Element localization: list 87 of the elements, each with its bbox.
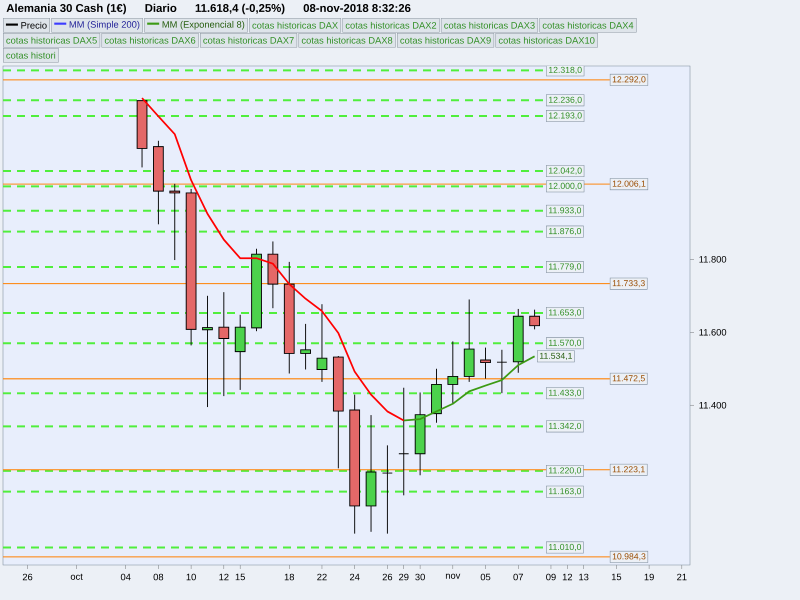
candlestick bbox=[234, 314, 246, 390]
y-tick-label: 11.800 bbox=[699, 256, 726, 263]
candlestick bbox=[332, 356, 344, 469]
ref-line-label: 11.779,0 bbox=[548, 263, 582, 271]
candlestick bbox=[218, 292, 230, 397]
x-tick-label: 30 bbox=[415, 574, 425, 580]
ref-line-label: 12.193,0 bbox=[548, 112, 582, 120]
x-tick-label: 13 bbox=[579, 574, 588, 580]
text: cotas historicas DAX7 bbox=[203, 36, 294, 44]
ref-line-label: 12.000,0 bbox=[548, 182, 582, 190]
candlestick bbox=[529, 309, 540, 330]
ref-line-label: 11.570,0 bbox=[548, 340, 582, 347]
x-tick-label: 12 bbox=[562, 574, 572, 580]
x-tick-label: 07 bbox=[513, 574, 523, 580]
x-tick-label: 15 bbox=[612, 574, 622, 580]
text: cotas historicas DAX4 bbox=[542, 22, 634, 29]
ref-line-label: 12.236,0 bbox=[548, 96, 582, 104]
text: cotas historicas DAX3 bbox=[444, 22, 535, 29]
text: cotas historicas DAX5 bbox=[6, 36, 97, 44]
x-tick-label: 19 bbox=[644, 574, 654, 580]
text: 11.618,4 (-0,25%) bbox=[196, 4, 284, 14]
ref-line-label: 11.342,0 bbox=[548, 422, 582, 430]
x-tick-label: 08 bbox=[154, 574, 164, 580]
line-series bbox=[141, 97, 405, 422]
x-tick-label: 22 bbox=[317, 574, 327, 580]
x-tick-label: 04 bbox=[120, 574, 131, 580]
text: cotas historicas DAX bbox=[252, 22, 338, 29]
text: cotas histori bbox=[6, 52, 56, 59]
x-tick-label: 18 bbox=[284, 574, 294, 580]
legend-label: Precio bbox=[21, 22, 47, 29]
ref-line-label: 11.433,0 bbox=[548, 390, 582, 397]
candlestick bbox=[382, 444, 393, 534]
x-tick-label: 26 bbox=[382, 574, 392, 580]
candlestick bbox=[316, 304, 328, 382]
legend-label: MM (Exponencial 8) bbox=[162, 20, 244, 30]
ref-line-label: 11.876,0 bbox=[548, 228, 582, 236]
text: cotas historicas DAX8 bbox=[302, 36, 392, 44]
candlestick bbox=[447, 340, 458, 404]
ref-line-label: 11.220,0 bbox=[548, 467, 582, 474]
x-tick-label: 05 bbox=[480, 574, 490, 580]
text: cotas historicas DAX6 bbox=[104, 36, 196, 44]
candlestick bbox=[284, 261, 295, 374]
x-tick-label: 15 bbox=[236, 574, 245, 580]
ref-line-label: 12.006,1 bbox=[612, 180, 646, 188]
x-tick-label: 09 bbox=[546, 574, 556, 580]
x-tick-label: 10 bbox=[186, 574, 196, 580]
candlestick bbox=[366, 414, 376, 532]
candlestick bbox=[431, 368, 442, 424]
y-tick-label: 11.600 bbox=[699, 328, 726, 336]
candlestick bbox=[202, 295, 213, 408]
text: cotas historicas DAX2 bbox=[346, 22, 436, 29]
ref-line-label: 10.984,3 bbox=[612, 553, 646, 560]
candlestick bbox=[153, 140, 164, 225]
ref-line-label: 12.042,0 bbox=[548, 167, 582, 175]
ref-line-label: 11.653,0 bbox=[548, 309, 582, 317]
x-tick-label: 29 bbox=[399, 574, 408, 580]
ref-line-label: 12.318,0 bbox=[548, 66, 582, 74]
candlestick bbox=[349, 394, 360, 534]
data-label: 11.534,1 bbox=[540, 352, 572, 360]
ref-line-label: 12.292,0 bbox=[612, 76, 646, 84]
x-tick-label: 12 bbox=[219, 574, 229, 580]
ref-line-label: 11.163,0 bbox=[548, 488, 582, 496]
ref-line-label: 11.472,5 bbox=[612, 375, 645, 382]
candlestick bbox=[300, 323, 311, 370]
candlestick bbox=[496, 349, 508, 394]
y-tick-label: 11.400 bbox=[699, 402, 726, 409]
ref-line-label: 11.933,0 bbox=[548, 207, 582, 214]
ref-line-label: 11.733,3 bbox=[612, 280, 645, 288]
candlestick bbox=[464, 298, 475, 382]
candlestick bbox=[480, 347, 491, 380]
text: 08-nov-2018 8:32:26 bbox=[304, 4, 410, 12]
x-tick-label: oct bbox=[70, 574, 83, 580]
ref-line-label: 11.223,1 bbox=[612, 466, 645, 474]
candlestick bbox=[186, 188, 196, 346]
chart-title: Alemania 30 Cash (1€) bbox=[6, 4, 126, 14]
x-tick-label: 26 bbox=[22, 574, 32, 580]
ref-line-label: 11.010,0 bbox=[548, 544, 582, 552]
text: cotas historicas DAX9 bbox=[400, 36, 491, 44]
candlestick bbox=[414, 392, 426, 476]
chart-subtitle: Diario bbox=[145, 4, 176, 12]
x-tick-label: nov bbox=[446, 574, 460, 579]
candlestick bbox=[398, 387, 410, 496]
text: cotas historicas DAX10 bbox=[498, 36, 595, 44]
candlestick bbox=[268, 240, 278, 309]
x-tick-label: 21 bbox=[677, 574, 687, 580]
x-tick-label: 24 bbox=[350, 574, 360, 580]
legend-label: MM (Simple 200) bbox=[70, 20, 140, 30]
